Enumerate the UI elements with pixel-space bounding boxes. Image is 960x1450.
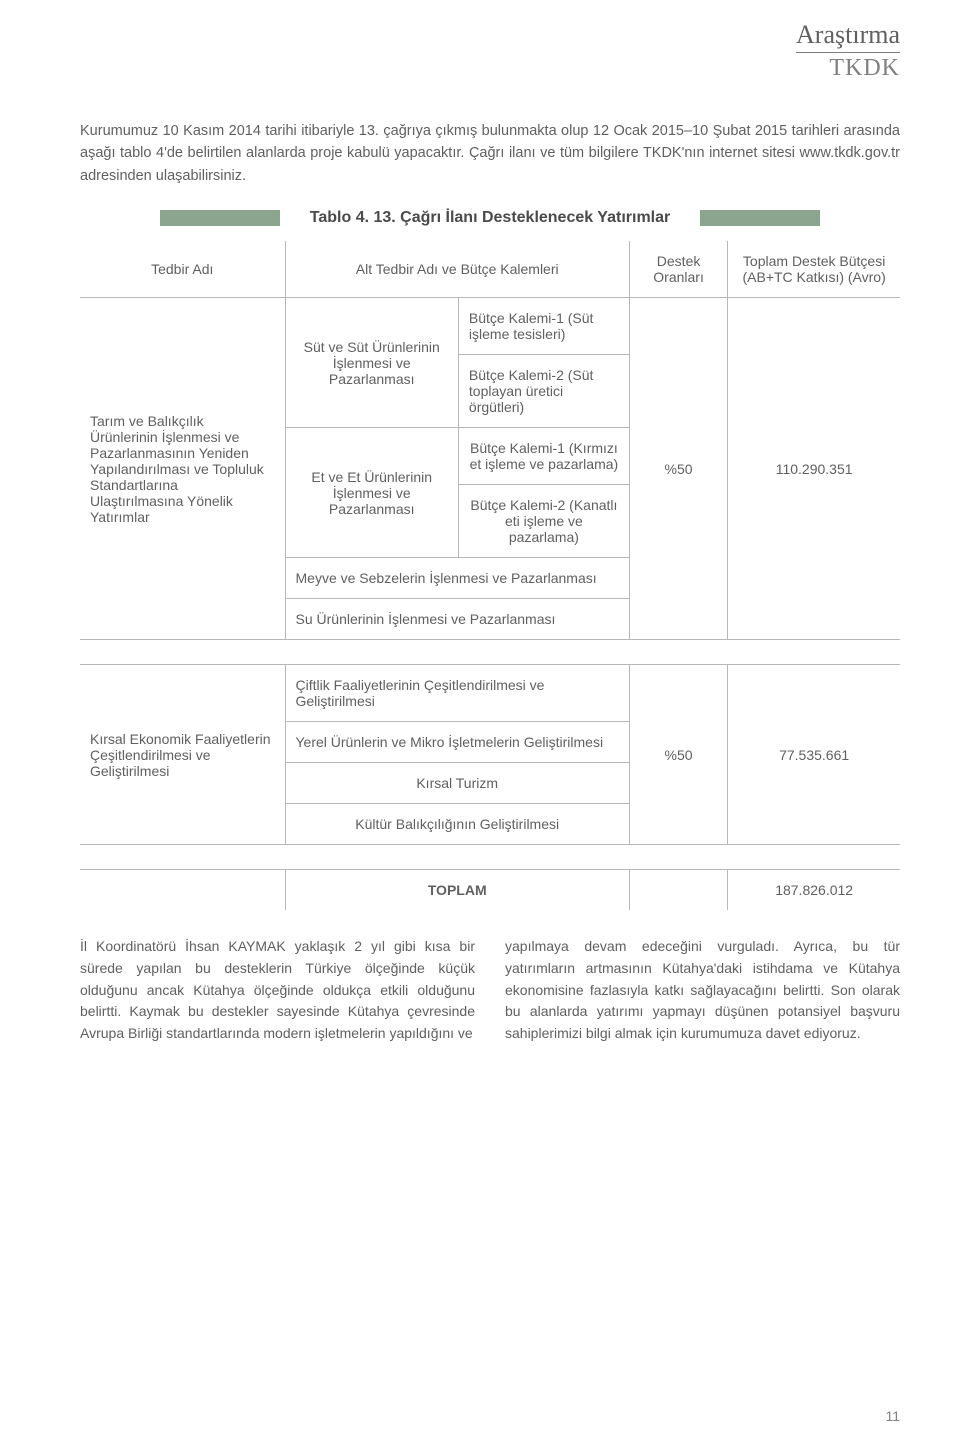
table-row: Kırsal Ekonomik Faaliyetlerin Çeşitlendi…	[80, 665, 900, 722]
footer-col-left: İl Koordinatörü İhsan KAYMAK yaklaşık 2 …	[80, 936, 475, 1044]
page-header: Araştırma TKDK	[796, 20, 900, 82]
table-title: Tablo 4. 13. Çağrı İlanı Desteklenecek Y…	[280, 209, 700, 227]
col-header-tedbir: Tedbir Adı	[80, 241, 285, 298]
col-header-butce: Toplam Destek Bütçesi (AB+TC Katkısı) (A…	[728, 241, 900, 298]
section-gap-row	[80, 845, 900, 870]
cell-empty2	[629, 870, 727, 911]
intro-paragraph: Kurumumuz 10 Kasım 2014 tarihi itibariyl…	[80, 120, 900, 187]
table-total-row: TOPLAM 187.826.012	[80, 870, 900, 911]
table-header-row: Tedbir Adı Alt Tedbir Adı ve Bütçe Kalem…	[80, 241, 900, 298]
cell-yerel: Yerel Ürünlerin ve Mikro İşletmelerin Ge…	[285, 722, 629, 763]
footer-col-right: yapılmaya devam edeceğini vurguladı. Ayr…	[505, 936, 900, 1044]
col-header-oran: Destek Oranları	[629, 241, 727, 298]
cell-turizm: Kırsal Turizm	[285, 763, 629, 804]
cell-meyve: Meyve ve Sebzelerin İşlenmesi ve Pazarla…	[285, 558, 629, 599]
cell-bk2: Bütçe Kalemi-2 (Süt toplayan üretici örg…	[458, 355, 629, 428]
title-bar-right	[700, 210, 820, 226]
cell-kultur: Kültür Balıkçılığının Geliştirilmesi	[285, 804, 629, 845]
cell-butce-2: 77.535.661	[728, 665, 900, 845]
header-title: Araştırma	[796, 20, 900, 53]
col-header-alt: Alt Tedbir Adı ve Bütçe Kalemleri	[285, 241, 629, 298]
cell-su: Su Ürünlerinin İşlenmesi ve Pazarlanması	[285, 599, 629, 640]
footer-columns: İl Koordinatörü İhsan KAYMAK yaklaşık 2 …	[80, 936, 900, 1044]
cell-tedbir-2: Kırsal Ekonomik Faaliyetlerin Çeşitlendi…	[80, 665, 285, 845]
cell-alt-sut: Süt ve Süt Ürünlerinin İşlenmesi ve Paza…	[285, 298, 458, 428]
cell-oran-2: %50	[629, 665, 727, 845]
title-bar-left	[160, 210, 280, 226]
cell-toplam-label: TOPLAM	[285, 870, 629, 911]
investment-table: Tedbir Adı Alt Tedbir Adı ve Bütçe Kalem…	[80, 241, 900, 910]
cell-oran-1: %50	[629, 298, 727, 640]
table-title-row: Tablo 4. 13. Çağrı İlanı Desteklenecek Y…	[80, 209, 900, 227]
cell-bk3: Bütçe Kalemi-1 (Kırmızı et işleme ve paz…	[458, 428, 629, 485]
cell-toplam-value: 187.826.012	[728, 870, 900, 911]
cell-bk4: Bütçe Kalemi-2 (Kanatlı eti işleme ve pa…	[458, 485, 629, 558]
cell-tedbir-1: Tarım ve Balıkçılık Ürünlerinin İşlenmes…	[80, 298, 285, 640]
section-gap-row	[80, 640, 900, 665]
cell-ciftlik: Çiftlik Faaliyetlerinin Çeşitlendirilmes…	[285, 665, 629, 722]
page-number: 11	[885, 1408, 900, 1424]
cell-butce-1: 110.290.351	[728, 298, 900, 640]
header-subtitle: TKDK	[796, 55, 900, 82]
cell-alt-et: Et ve Et Ürünlerinin İşlenmesi ve Pazarl…	[285, 428, 458, 558]
cell-bk1: Bütçe Kalemi-1 (Süt işleme tesisleri)	[458, 298, 629, 355]
table-row: Tarım ve Balıkçılık Ürünlerinin İşlenmes…	[80, 298, 900, 355]
cell-empty	[80, 870, 285, 911]
